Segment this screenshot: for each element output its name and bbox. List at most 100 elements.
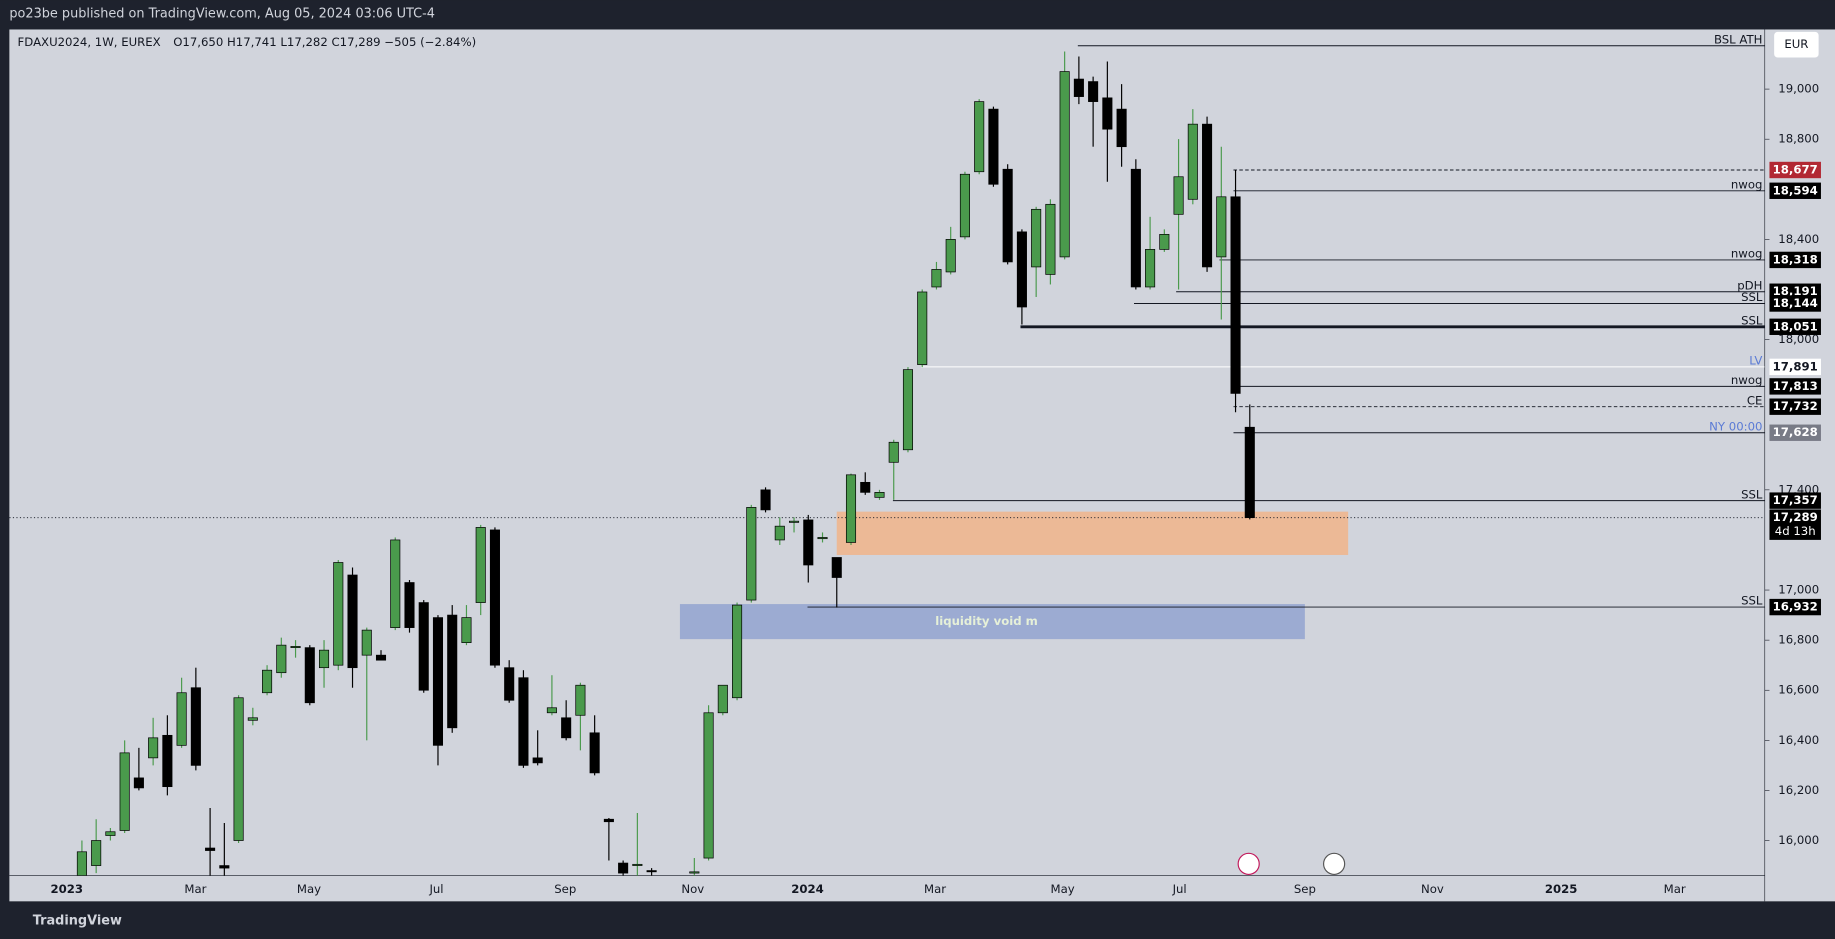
candle-body xyxy=(1173,176,1184,215)
price-label-box xyxy=(1769,398,1821,415)
x-tick-label: May xyxy=(1051,882,1075,896)
level-tag: CE xyxy=(1747,393,1763,407)
candle-body xyxy=(461,617,472,643)
header: po23be published on TradingView.com, Aug… xyxy=(9,7,435,22)
candle-body xyxy=(1187,123,1198,200)
candle-body xyxy=(333,562,344,666)
candle-body xyxy=(1130,168,1141,288)
level-tag: LV xyxy=(1749,354,1762,368)
level-tag: pDH xyxy=(1737,278,1762,292)
candle-body xyxy=(518,677,529,766)
candle-body xyxy=(1073,78,1084,97)
level-tag: NY 00:00 xyxy=(1709,419,1762,433)
candle-body xyxy=(917,291,928,365)
price-label-box xyxy=(1769,318,1821,335)
last-price-box xyxy=(1769,509,1821,540)
candle-body xyxy=(375,654,387,661)
candle-body xyxy=(703,712,714,859)
candle-body xyxy=(1045,203,1056,275)
axis-area: 16,00016,20016,40016,60016,80017,00017,4… xyxy=(50,82,1821,896)
price-label-box xyxy=(1769,378,1821,395)
price-label-box xyxy=(1769,182,1821,199)
price-label-box xyxy=(1769,251,1821,269)
price-label-box xyxy=(1769,358,1821,376)
y-tick-label: 17,000 xyxy=(1778,583,1819,597)
price-label-box xyxy=(1769,161,1821,179)
candle-body xyxy=(860,481,871,493)
candle-body xyxy=(974,101,985,173)
x-tick-label: Mar xyxy=(924,882,946,896)
candle-body xyxy=(119,752,130,831)
countdown: 4d 13h xyxy=(1775,524,1816,538)
candle-body xyxy=(589,732,600,774)
candle-body xyxy=(732,604,743,699)
price-label-box xyxy=(1769,295,1821,312)
candle-body xyxy=(689,871,700,874)
candle-body xyxy=(1202,123,1213,268)
price-label: 17,813 xyxy=(1773,379,1818,393)
candle-body xyxy=(1159,234,1170,250)
event-icon[interactable] xyxy=(1323,852,1346,876)
candle-body xyxy=(347,574,358,669)
candle-body xyxy=(931,269,942,288)
last-price-label: 17,289 xyxy=(1773,510,1818,524)
price-label-box xyxy=(1769,424,1821,441)
candle-body xyxy=(817,537,828,540)
chart-panel xyxy=(9,29,1835,902)
candle-body xyxy=(546,707,557,714)
candle-body xyxy=(475,527,486,603)
candle-body xyxy=(1145,249,1156,288)
x-tick-label: 2023 xyxy=(50,882,83,896)
x-tick-label: Sep xyxy=(1294,882,1316,896)
candle-body xyxy=(1016,231,1027,308)
candle-body xyxy=(91,840,102,866)
price-label: 18,191 xyxy=(1773,284,1818,298)
candle-body xyxy=(262,669,273,694)
currency-button[interactable] xyxy=(1774,31,1819,58)
footer: TradingView xyxy=(33,914,122,929)
candle-body xyxy=(162,734,173,788)
candle-body xyxy=(489,529,500,666)
x-tick-label: 2025 xyxy=(1545,882,1578,896)
candle-body xyxy=(1031,208,1042,268)
price-label: 18,677 xyxy=(1773,162,1818,176)
candle-body xyxy=(1002,168,1013,263)
candle-body xyxy=(959,173,970,238)
price-label-box xyxy=(1769,598,1821,616)
candle-body xyxy=(504,667,515,701)
candle-body xyxy=(1088,81,1099,102)
event-icon[interactable] xyxy=(1237,852,1260,876)
candle-body xyxy=(418,602,429,691)
candle-body xyxy=(304,647,315,704)
x-tick-label: Mar xyxy=(184,882,206,896)
candle-body xyxy=(561,717,572,739)
currency: EUR xyxy=(1784,37,1808,51)
candle-body xyxy=(219,865,230,869)
candle-body xyxy=(603,818,614,823)
x-tick-label: Jul xyxy=(1172,882,1187,896)
y-tick-label: 16,600 xyxy=(1778,683,1819,697)
candle-body xyxy=(76,851,87,876)
candle-body xyxy=(988,108,999,185)
candle-body xyxy=(717,684,728,714)
y-tick-label: 16,200 xyxy=(1778,783,1819,797)
y-tick-label: 16,800 xyxy=(1778,633,1819,647)
candle-body xyxy=(575,684,586,716)
candle-body xyxy=(390,539,401,628)
x-tick-label: Sep xyxy=(554,882,576,896)
y-tick-label: 16,400 xyxy=(1778,733,1819,747)
price-label: 17,732 xyxy=(1773,399,1818,413)
price-label: 17,628 xyxy=(1773,425,1818,439)
y-tick-label: 18,400 xyxy=(1778,232,1819,246)
zone xyxy=(679,604,1305,640)
candle-body xyxy=(632,863,643,866)
ohlc-legend: O17,650 H17,741 L17,282 C17,289 −505 (−2… xyxy=(173,35,476,49)
price-label: 18,144 xyxy=(1773,296,1818,310)
y-tick-label: 16,000 xyxy=(1778,833,1819,847)
candle-body xyxy=(803,519,814,566)
candle-body xyxy=(1059,71,1070,258)
price-label-box xyxy=(1769,492,1821,509)
candle-body xyxy=(404,582,415,628)
